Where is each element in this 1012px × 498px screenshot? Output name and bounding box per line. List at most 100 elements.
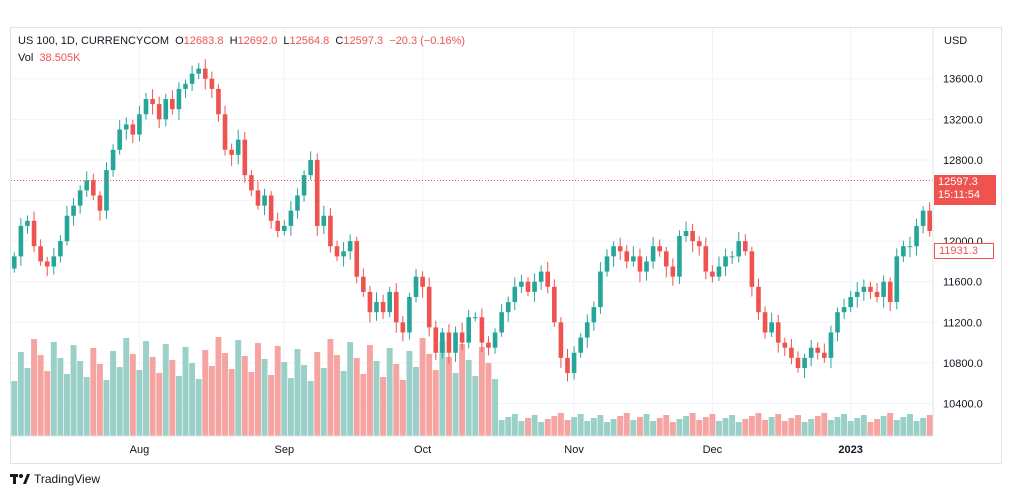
volume-bar — [274, 346, 281, 436]
open-value: 12683.8 — [183, 35, 224, 47]
candle-body — [282, 225, 287, 231]
candle-body — [255, 190, 261, 206]
candle-body — [505, 302, 511, 313]
candle-body — [663, 251, 669, 267]
volume-bar — [525, 418, 531, 436]
volume-bar — [735, 422, 742, 436]
volume-bar — [202, 350, 209, 436]
candle-body — [835, 312, 840, 333]
candle-body — [163, 99, 169, 120]
candle-body — [901, 246, 906, 257]
candle-body — [598, 271, 603, 308]
candle-body — [631, 256, 636, 262]
candle-body — [64, 215, 70, 242]
price-tick-label: 10400.0 — [943, 399, 983, 411]
candle-body — [545, 271, 551, 287]
time-axis[interactable]: Aug Sep Oct Nov Dec 2023 — [11, 435, 933, 456]
candle-body — [18, 225, 24, 257]
brand-name: TradingView — [34, 472, 101, 486]
volume-bar — [353, 358, 360, 436]
candle-body — [710, 271, 715, 277]
volume-bar — [531, 415, 538, 436]
candle-body — [229, 149, 234, 155]
change-value: −20.3 (−0.16%) — [389, 35, 466, 47]
candle-body — [690, 230, 695, 242]
volume-bar — [386, 348, 393, 436]
time-tick-label: Dec — [703, 444, 723, 456]
chart-frame[interactable]: 10400.010800.011200.011600.012000.012400… — [10, 27, 1002, 464]
candle-body — [334, 246, 340, 257]
candle-body — [887, 281, 893, 303]
candle-body — [874, 291, 880, 297]
volume-bar — [597, 415, 604, 436]
volume-bar — [57, 358, 64, 436]
candle-body — [591, 307, 597, 323]
volume-bar — [808, 419, 815, 436]
candle-body — [321, 215, 327, 226]
volume-bar — [571, 417, 578, 436]
candle-body — [77, 190, 83, 206]
volume-label[interactable]: Vol — [18, 52, 34, 64]
candle-body — [84, 180, 90, 191]
candle-body — [815, 347, 821, 353]
candle-body — [44, 261, 50, 267]
volume-bar — [70, 345, 77, 436]
volume-bar — [327, 339, 334, 436]
candle-body — [196, 68, 201, 74]
candle-body — [104, 170, 109, 211]
candle-body — [729, 256, 735, 258]
volume-bar — [182, 347, 189, 436]
volume-bar — [551, 416, 558, 436]
candle-body — [51, 256, 57, 267]
candle-body — [288, 210, 294, 226]
volume-bar — [465, 360, 472, 436]
volume-bar — [136, 370, 143, 436]
volume-bar — [307, 381, 314, 436]
candle-body — [446, 332, 452, 353]
candle-body — [868, 286, 873, 292]
candle-body — [749, 251, 755, 287]
volume-bar — [663, 415, 670, 436]
candle-body — [841, 307, 847, 313]
volume-bar — [643, 414, 650, 436]
currency-label[interactable]: USD — [944, 35, 968, 47]
candle-body — [314, 159, 320, 226]
volume-bar — [854, 418, 861, 436]
candle-body — [110, 149, 116, 171]
price-chart[interactable]: 10400.010800.011200.011600.012000.012400… — [11, 28, 1001, 463]
volume-bar — [656, 418, 663, 436]
candle-body — [519, 281, 524, 287]
volume-bar — [393, 364, 400, 436]
volume-bar — [867, 422, 874, 436]
volume-bar — [360, 374, 367, 436]
candle-body — [881, 281, 886, 297]
footer[interactable]: TradingView — [10, 472, 100, 486]
candle-body — [512, 286, 518, 303]
candle-body — [637, 256, 643, 272]
candle-body — [407, 296, 412, 333]
volume-bar — [775, 414, 782, 436]
indicator-price-tag: 11931.3 — [934, 243, 994, 259]
volume-bar — [880, 416, 887, 436]
volume-bar — [742, 419, 749, 436]
candle-body — [235, 139, 241, 155]
candle-body — [189, 73, 195, 84]
symbol-name[interactable]: US 100, 1D, CURRENCYCOM — [18, 35, 169, 47]
volume-bar — [103, 380, 110, 436]
candle-body — [472, 317, 478, 319]
volume-bar — [722, 418, 729, 436]
candle-body — [571, 352, 577, 374]
candle-body — [420, 276, 425, 287]
candle-body — [657, 246, 662, 252]
candle-body — [920, 210, 926, 226]
price-axis[interactable]: 10400.010800.011200.011600.012000.012400… — [932, 28, 983, 436]
volume-bar — [110, 351, 117, 436]
candle-body — [743, 241, 748, 252]
volume-bar — [268, 375, 275, 436]
candle-body — [723, 256, 728, 267]
volume-bar — [544, 419, 551, 436]
volume-bar — [366, 345, 373, 436]
candle-body — [176, 88, 182, 110]
candle-body — [828, 332, 834, 358]
candle-body — [584, 322, 590, 338]
